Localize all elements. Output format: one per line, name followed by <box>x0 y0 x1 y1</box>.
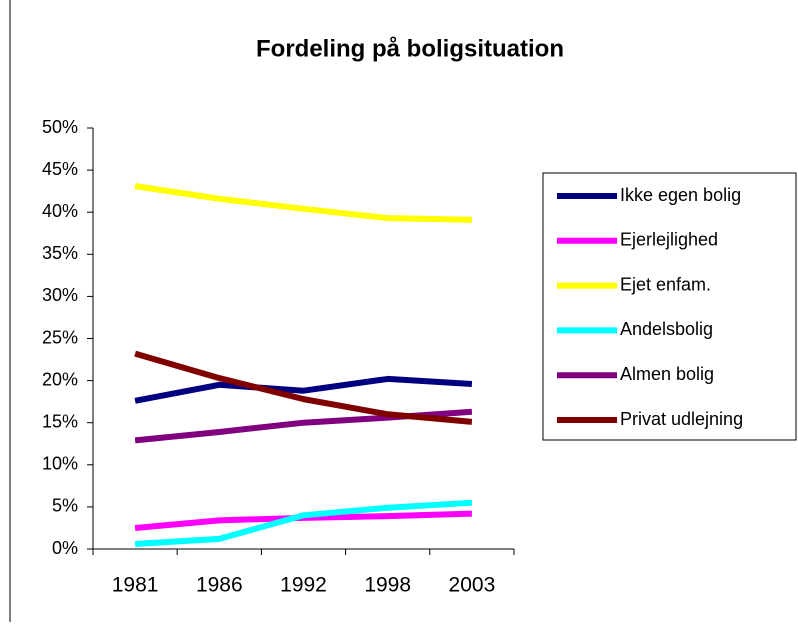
legend-label: Ejet enfam. <box>620 274 711 294</box>
series-line <box>134 183 472 223</box>
x-tick-label: 2003 <box>449 574 496 597</box>
legend-label: Almen bolig <box>620 364 714 384</box>
series-line <box>134 350 473 425</box>
legend-box <box>542 172 797 441</box>
legend-label: Ikke egen bolig <box>620 185 741 205</box>
y-tick-label: 15% <box>42 411 78 431</box>
chart-title: Fordeling på boligsituation <box>256 35 564 62</box>
series-line <box>134 375 473 404</box>
y-tick-label: 40% <box>42 201 78 221</box>
x-tick-label: 1981 <box>112 574 159 597</box>
legend-label: Ejerlejlighed <box>620 230 718 250</box>
y-tick-label: 5% <box>52 496 78 516</box>
y-tick-label: 10% <box>42 454 78 474</box>
legend-label: Andelsbolig <box>620 319 713 339</box>
series-line <box>134 499 473 547</box>
y-tick-label: 30% <box>42 285 78 305</box>
y-tick-label: 35% <box>42 243 78 263</box>
y-tick-label: 20% <box>42 369 78 389</box>
x-tick-label: 1992 <box>280 574 327 597</box>
y-tick-label: 45% <box>42 159 78 179</box>
y-tick-label: 25% <box>42 327 78 347</box>
legend-label: Privat udlejning <box>620 409 743 429</box>
y-tick-label: 0% <box>52 538 78 558</box>
y-tick-label: 50% <box>42 117 78 137</box>
x-tick-label: 1998 <box>364 574 411 597</box>
x-tick-label: 1986 <box>196 574 243 597</box>
